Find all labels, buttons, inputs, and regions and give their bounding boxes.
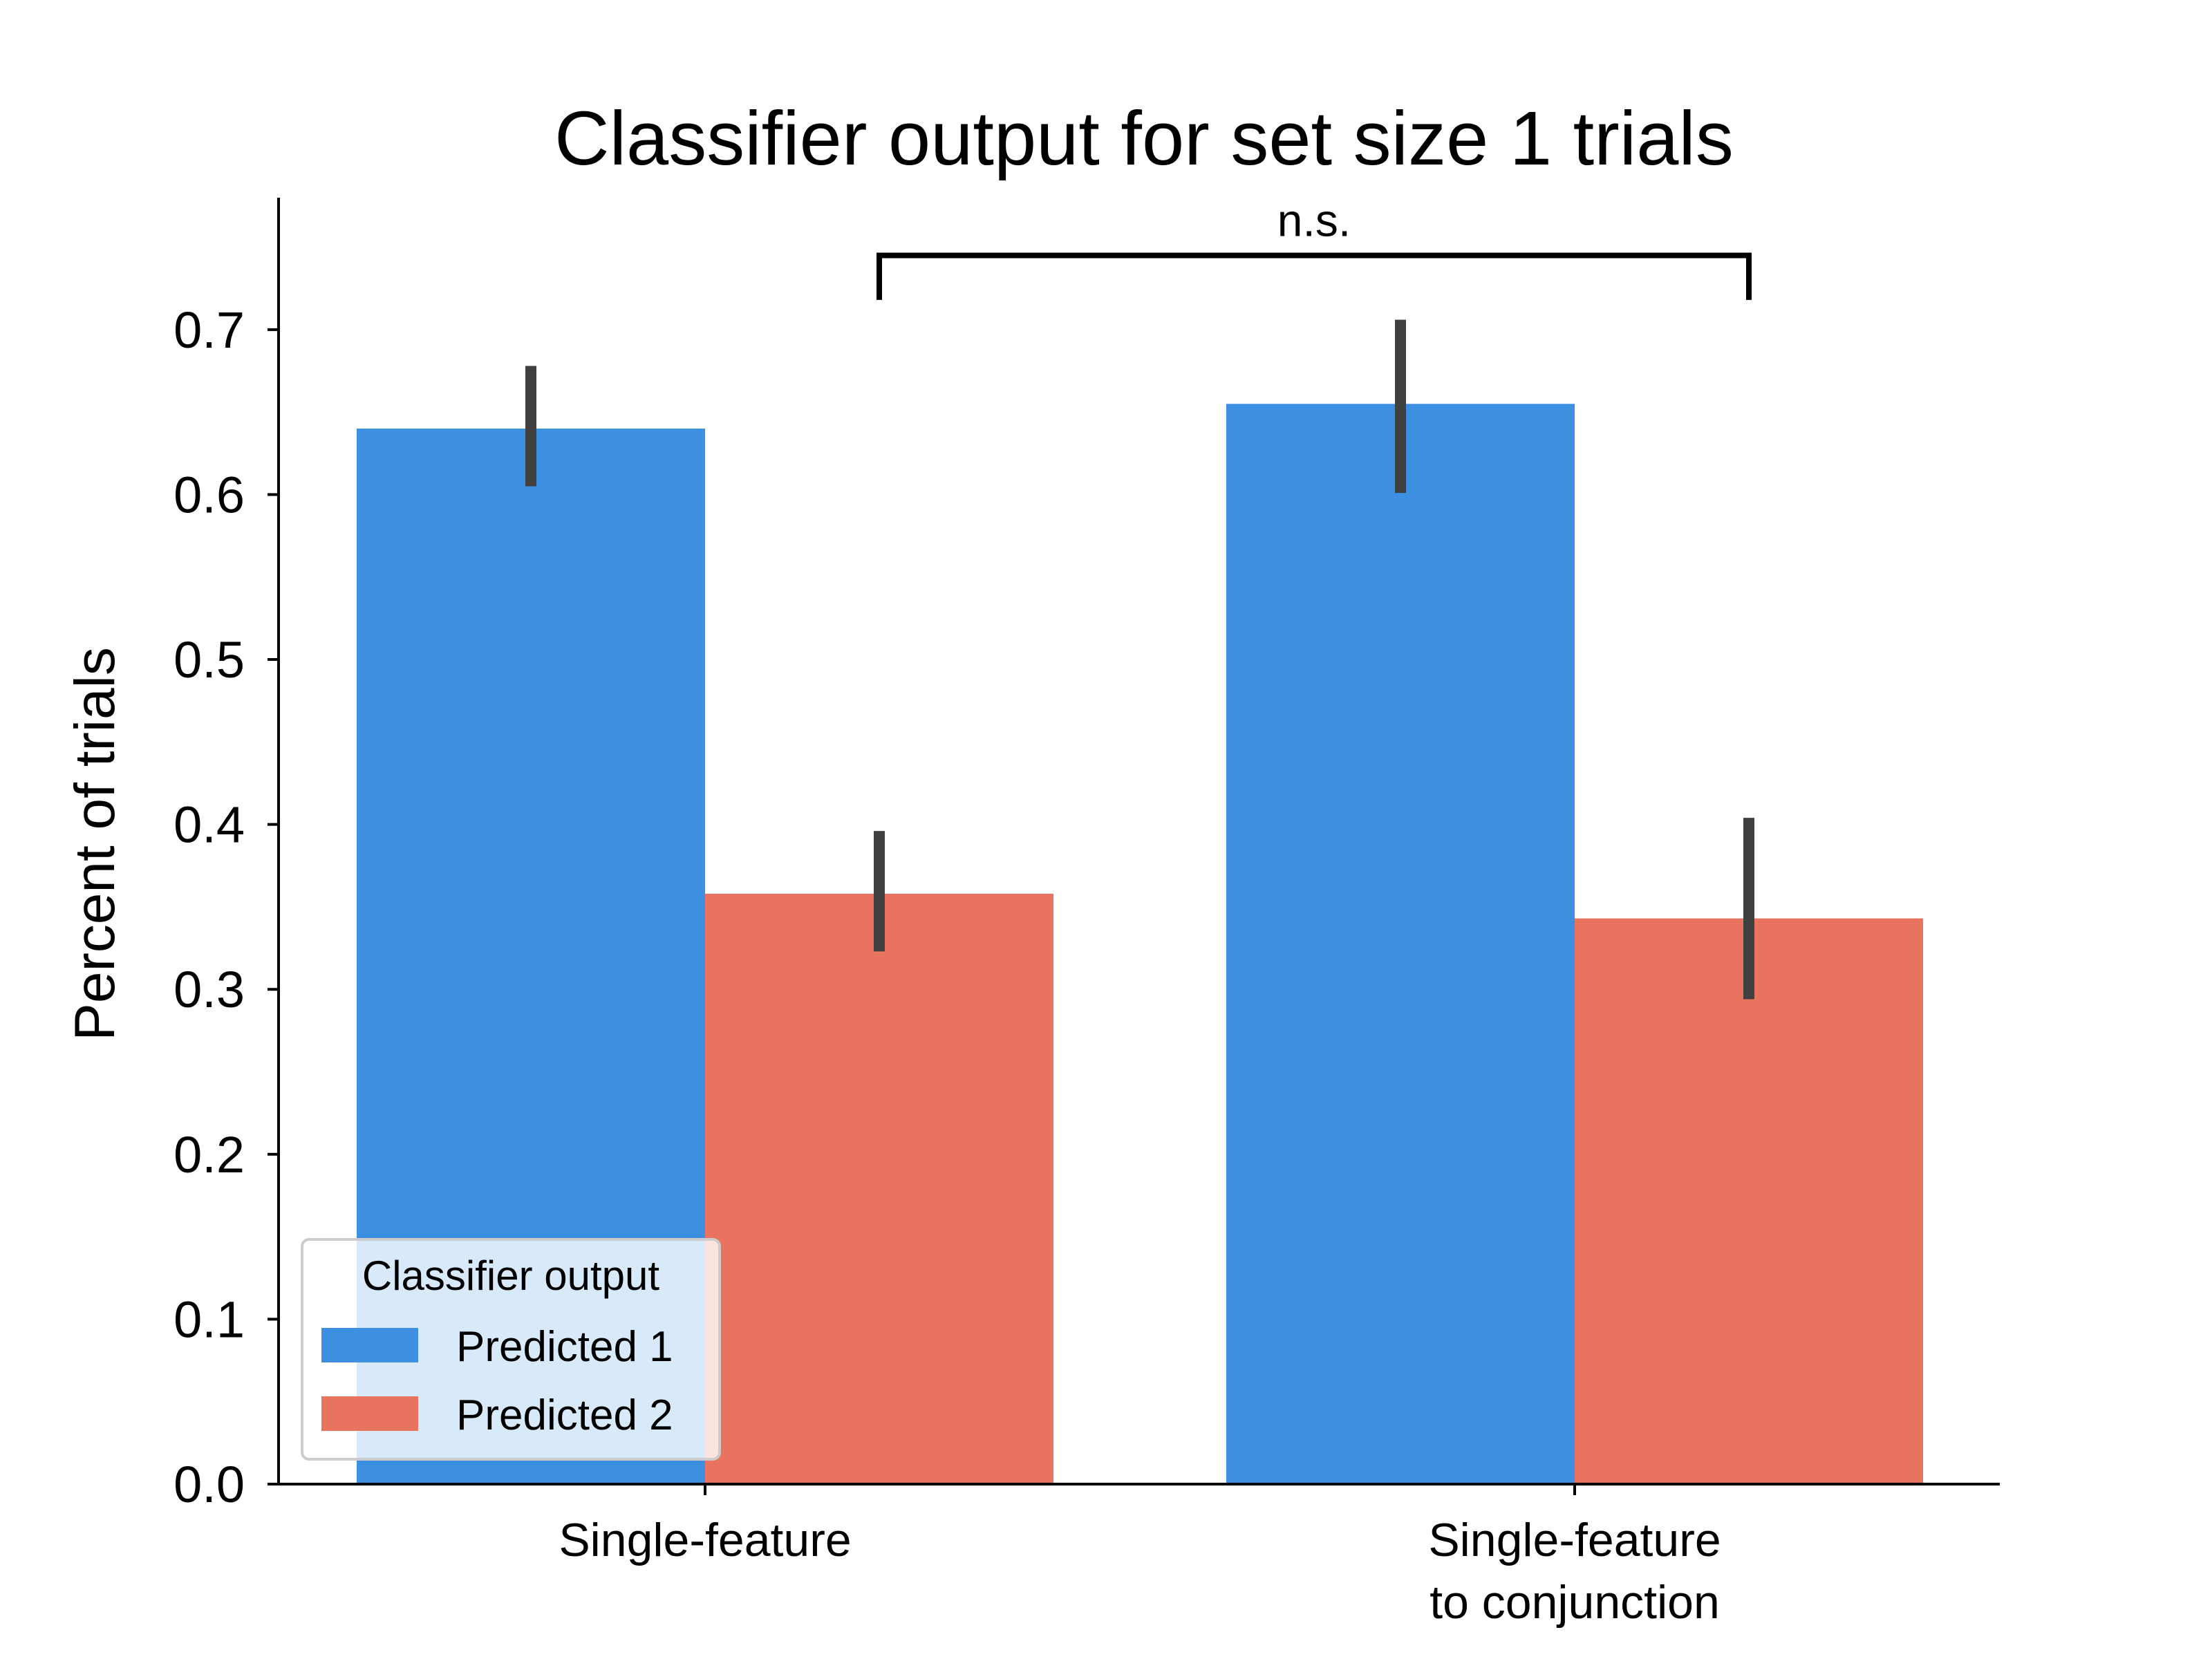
x-tick-label: Single-feature bbox=[559, 1514, 851, 1566]
chart-title: Classifier output for set size 1 trials bbox=[554, 96, 1734, 181]
legend-label-predicted-2: Predicted 2 bbox=[456, 1391, 673, 1439]
legend-swatch-predicted-2 bbox=[321, 1396, 418, 1431]
x-tick-label: Single-feature bbox=[1428, 1514, 1721, 1566]
y-ticks: 0.0 0.1 0.2 0.3 0.4 0.5 0.6 0.7 bbox=[174, 301, 279, 1513]
y-tick-label: 0.7 bbox=[174, 301, 245, 359]
legend-title: Classifier output bbox=[362, 1253, 660, 1299]
bars-layer bbox=[357, 404, 1923, 1484]
bar-predicted-2-cat-2 bbox=[1575, 918, 1923, 1484]
legend-label-predicted-1: Predicted 1 bbox=[456, 1323, 673, 1371]
y-tick-label: 0.0 bbox=[174, 1456, 245, 1513]
bar-predicted-1-cat-2 bbox=[1226, 404, 1575, 1484]
x-tick-label: to conjunction bbox=[1430, 1576, 1720, 1629]
y-tick-label: 0.1 bbox=[174, 1291, 245, 1348]
significance-annotation: n.s. bbox=[877, 195, 1752, 300]
x-ticks: Single-feature Single-feature to conjuncti… bbox=[559, 1484, 1721, 1629]
y-tick-label: 0.4 bbox=[174, 796, 245, 854]
y-tick-label: 0.2 bbox=[174, 1126, 245, 1183]
y-axis-label: Percent of trials bbox=[64, 647, 126, 1041]
legend-swatch-predicted-1 bbox=[321, 1328, 418, 1362]
y-tick-label: 0.5 bbox=[174, 631, 245, 688]
axes-layer bbox=[277, 198, 2000, 1485]
y-tick-label: 0.3 bbox=[174, 961, 245, 1018]
significance-label: n.s. bbox=[1277, 195, 1351, 246]
bar-predicted-2-cat-1 bbox=[705, 893, 1053, 1484]
y-tick-label: 0.6 bbox=[174, 466, 245, 523]
error-bars-layer bbox=[525, 319, 1754, 1000]
significance-bracket bbox=[877, 252, 1752, 300]
legend: Classifier output Predicted 1 Predicted … bbox=[301, 1238, 721, 1461]
